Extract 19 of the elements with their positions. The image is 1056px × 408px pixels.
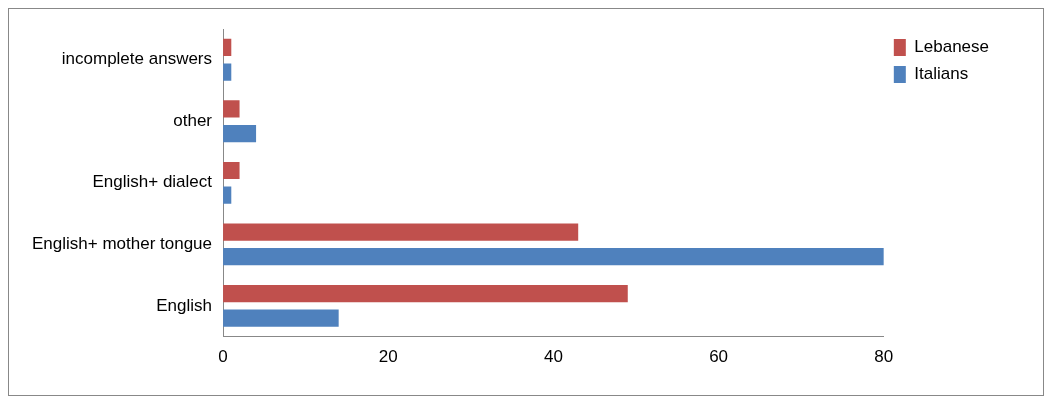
y-tick-label: English+ mother tongue (31, 234, 213, 254)
x-tick-label: 80 (874, 347, 894, 367)
y-tick-label: other (173, 110, 213, 130)
x-tick-label: 0 (218, 347, 228, 367)
bar (223, 248, 884, 266)
bar (223, 284, 628, 303)
x-tick-label: 60 (709, 347, 729, 367)
bar (223, 124, 257, 143)
x-tick-label: 20 (378, 347, 398, 367)
bar (223, 223, 579, 241)
x-tick-label: 40 (543, 347, 563, 367)
y-tick-label: incomplete answers (61, 49, 213, 69)
legend-label: Lebanese (914, 37, 990, 57)
bar (223, 309, 339, 327)
bar (223, 161, 240, 180)
bar (223, 100, 240, 118)
legend-label: Italians (914, 64, 969, 84)
y-tick-label: English+ dialect (92, 172, 213, 192)
y-tick-label: English (156, 295, 213, 315)
